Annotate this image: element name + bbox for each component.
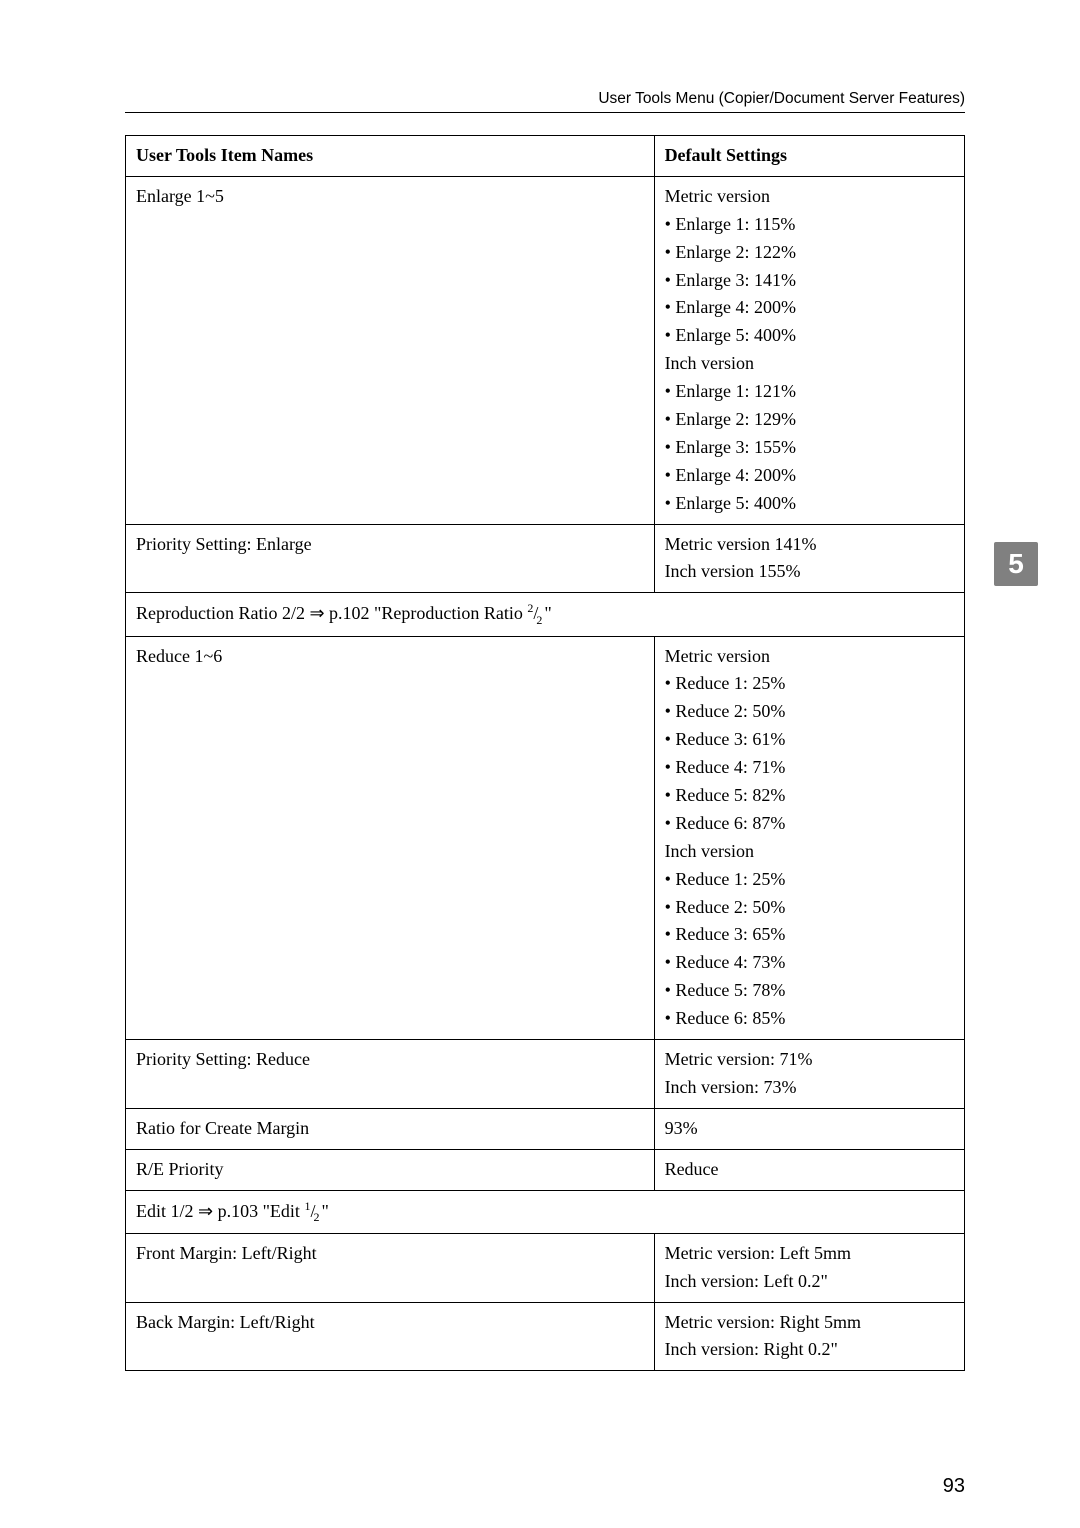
default-line: • Reduce 1: 25%	[665, 670, 954, 698]
default-line: • Enlarge 1: 121%	[665, 378, 954, 406]
default-line: • Reduce 2: 50%	[665, 698, 954, 726]
default-line: • Reduce 3: 65%	[665, 921, 954, 949]
default-line: • Enlarge 4: 200%	[665, 462, 954, 490]
default-line: • Reduce 2: 50%	[665, 894, 954, 922]
default-cell: 93%	[654, 1108, 964, 1149]
breadcrumb: User Tools Menu (Copier/Document Server …	[125, 90, 965, 108]
table-row: Front Margin: Left/RightMetric version: …	[126, 1233, 965, 1302]
item-name-cell: Ratio for Create Margin	[126, 1108, 655, 1149]
table-row: R/E Priority Reduce	[126, 1149, 965, 1190]
item-name-cell: Enlarge 1~5	[126, 176, 655, 524]
default-line: • Reduce 4: 71%	[665, 754, 954, 782]
default-cell: Metric version• Enlarge 1: 115%• Enlarge…	[654, 176, 964, 524]
section-text-suffix: "	[544, 603, 551, 623]
default-line: • Reduce 5: 78%	[665, 977, 954, 1005]
col-header-defaults: Default Settings	[654, 136, 964, 177]
item-name-cell: Front Margin: Left/Right	[126, 1233, 655, 1302]
default-line: Inch version: 73%	[665, 1074, 954, 1102]
default-line: • Enlarge 3: 141%	[665, 267, 954, 295]
default-line: • Enlarge 2: 129%	[665, 406, 954, 434]
default-line: • Enlarge 1: 115%	[665, 211, 954, 239]
default-line: Inch version 155%	[665, 558, 954, 586]
fraction-denominator: 2	[536, 613, 542, 627]
section-text: Reproduction Ratio 2/2 ⇒ p.102 "Reproduc…	[136, 603, 527, 623]
default-line: Metric version: 71%	[665, 1046, 954, 1074]
chapter-tab: 5	[994, 542, 1038, 586]
page-number: 93	[943, 1475, 965, 1498]
default-cell: Metric version• Reduce 1: 25%• Reduce 2:…	[654, 636, 964, 1039]
default-cell: Metric version 141%Inch version 155%	[654, 524, 964, 593]
default-line: • Reduce 1: 25%	[665, 866, 954, 894]
default-line: Inch version: Right 0.2"	[665, 1336, 954, 1364]
item-name-cell: Reduce 1~6	[126, 636, 655, 1039]
default-line: • Enlarge 2: 122%	[665, 239, 954, 267]
table-row: Priority Setting: ReduceMetric version: …	[126, 1040, 965, 1109]
section-cell: Reproduction Ratio 2/2 ⇒ p.102 "Reproduc…	[126, 593, 965, 636]
default-line: • Enlarge 4: 200%	[665, 294, 954, 322]
default-line: Inch version	[665, 350, 954, 378]
fraction-denominator: 2	[313, 1210, 319, 1224]
settings-table: User Tools Item Names Default Settings E…	[125, 135, 965, 1371]
default-line: • Reduce 6: 85%	[665, 1005, 954, 1033]
section-text: Edit 1/2 ⇒ p.103 "Edit	[136, 1201, 304, 1221]
default-cell: Metric version: 71%Inch version: 73%	[654, 1040, 964, 1109]
default-line: 93%	[665, 1115, 954, 1143]
item-name-cell: Priority Setting: Reduce	[126, 1040, 655, 1109]
section-text-suffix: "	[321, 1201, 328, 1221]
default-line: Metric version 141%	[665, 531, 954, 559]
table-row: Enlarge 1~5Metric version• Enlarge 1: 11…	[126, 176, 965, 524]
default-line: • Enlarge 5: 400%	[665, 490, 954, 518]
table-row: Ratio for Create Margin 93%	[126, 1108, 965, 1149]
default-cell: Reduce	[654, 1149, 964, 1190]
table-row: Back Margin: Left/RightMetric version: R…	[126, 1302, 965, 1371]
table-row: Edit 1/2 ⇒ p.103 "Edit 1/2"	[126, 1190, 965, 1233]
default-line: Reduce	[665, 1156, 954, 1184]
table-row: Priority Setting: EnlargeMetric version …	[126, 524, 965, 593]
col-header-names: User Tools Item Names	[126, 136, 655, 177]
table-row: Reproduction Ratio 2/2 ⇒ p.102 "Reproduc…	[126, 593, 965, 636]
default-cell: Metric version: Right 5mmInch version: R…	[654, 1302, 964, 1371]
default-line: • Enlarge 3: 155%	[665, 434, 954, 462]
default-cell: Metric version: Left 5mmInch version: Le…	[654, 1233, 964, 1302]
item-name-cell: R/E Priority	[126, 1149, 655, 1190]
table-row: Reduce 1~6Metric version• Reduce 1: 25%•…	[126, 636, 965, 1039]
item-name-cell: Priority Setting: Enlarge	[126, 524, 655, 593]
default-line: • Reduce 3: 61%	[665, 726, 954, 754]
default-line: Inch version: Left 0.2"	[665, 1268, 954, 1296]
default-line: Metric version: Right 5mm	[665, 1309, 954, 1337]
default-line: Metric version	[665, 183, 954, 211]
item-name-cell: Back Margin: Left/Right	[126, 1302, 655, 1371]
default-line: Metric version: Left 5mm	[665, 1240, 954, 1268]
default-line: • Enlarge 5: 400%	[665, 322, 954, 350]
default-line: Inch version	[665, 838, 954, 866]
section-cell: Edit 1/2 ⇒ p.103 "Edit 1/2"	[126, 1190, 965, 1233]
default-line: Metric version	[665, 643, 954, 671]
default-line: • Reduce 5: 82%	[665, 782, 954, 810]
default-line: • Reduce 6: 87%	[665, 810, 954, 838]
page-header: User Tools Menu (Copier/Document Server …	[125, 90, 965, 113]
default-line: • Reduce 4: 73%	[665, 949, 954, 977]
